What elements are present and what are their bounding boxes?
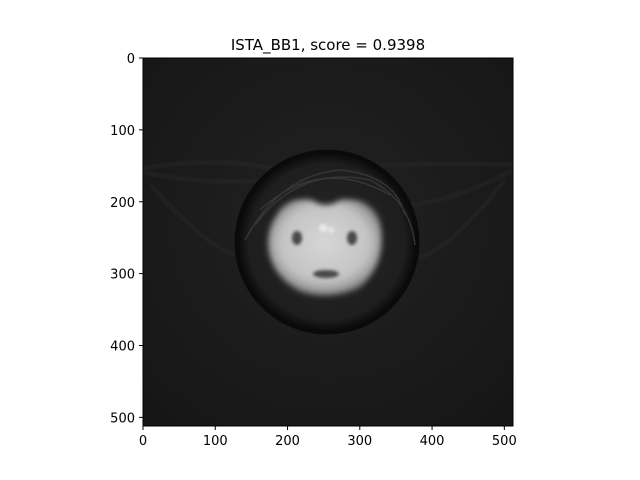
y-tick-label: 300 — [110, 268, 135, 283]
x-tick-label: 0 — [139, 434, 147, 449]
y-tick-label: 200 — [110, 196, 135, 211]
y-tick-label: 500 — [110, 411, 135, 426]
x-tick-label: 500 — [492, 434, 517, 449]
axes-frame — [142, 57, 514, 427]
x-axis: 0 100 200 300 400 500 — [139, 426, 517, 449]
x-tick-label: 400 — [420, 434, 445, 449]
y-axis: 0 100 200 300 400 500 — [110, 52, 143, 426]
x-tick-label: 300 — [347, 434, 372, 449]
y-tick-label: 100 — [110, 124, 135, 139]
x-tick-label: 100 — [203, 434, 228, 449]
y-tick-label: 400 — [110, 340, 135, 355]
ct-reconstruction-image — [143, 58, 513, 426]
y-tick-label: 0 — [127, 52, 135, 67]
plot-title: ISTA_BB1, score = 0.9398 — [231, 36, 425, 55]
bright-object — [268, 199, 382, 297]
x-tick-label: 200 — [275, 434, 300, 449]
